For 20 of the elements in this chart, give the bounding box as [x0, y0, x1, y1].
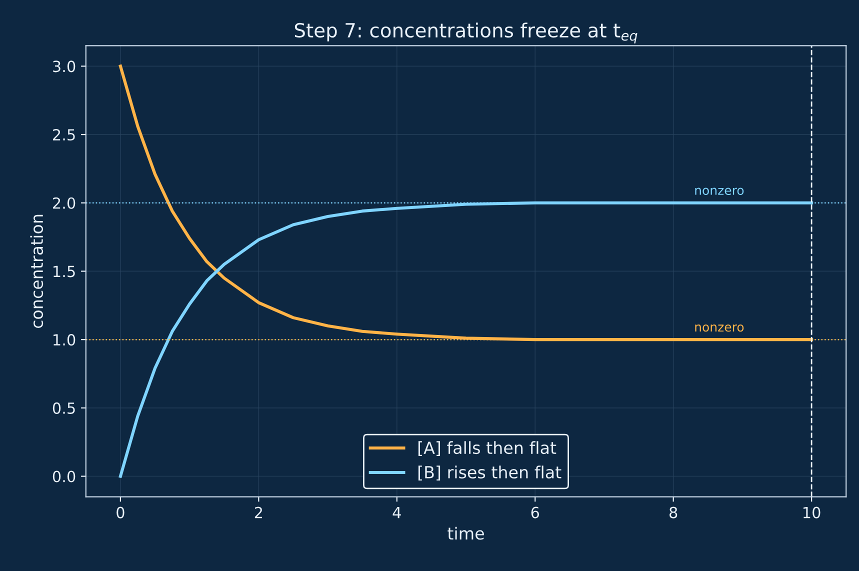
- ref-line-label: nonzero: [695, 324, 744, 332]
- y-tick-label: 0.5: [52, 402, 75, 414]
- chart-title: Step 7: concentrations freeze at t$_{eq}$: [294, 22, 638, 44]
- y-tick-label: 2.0: [53, 197, 76, 209]
- legend-label: [B] rises then flat: [418, 466, 562, 480]
- y-axis-title: concentration: [30, 214, 44, 328]
- x-tick-label: 8: [670, 506, 678, 518]
- y-tick-label: 1.0: [54, 334, 76, 346]
- x-tick-label: 2: [254, 506, 262, 518]
- legend-label: [A] falls then flat: [418, 441, 556, 456]
- x-tick-label: 4: [392, 506, 401, 518]
- x-tick-label: 0: [116, 506, 124, 518]
- x-tick-label: 10: [804, 506, 820, 518]
- x-tick-label: 6: [531, 506, 540, 518]
- ref-line-label: nonzero: [695, 188, 744, 195]
- y-tick-label: 0.0: [52, 470, 76, 482]
- y-tick-label: 3.0: [53, 60, 76, 72]
- y-tick-label: 1.5: [54, 266, 75, 278]
- x-axis-title: time: [448, 526, 484, 540]
- y-tick-label: 2.5: [53, 128, 75, 141]
